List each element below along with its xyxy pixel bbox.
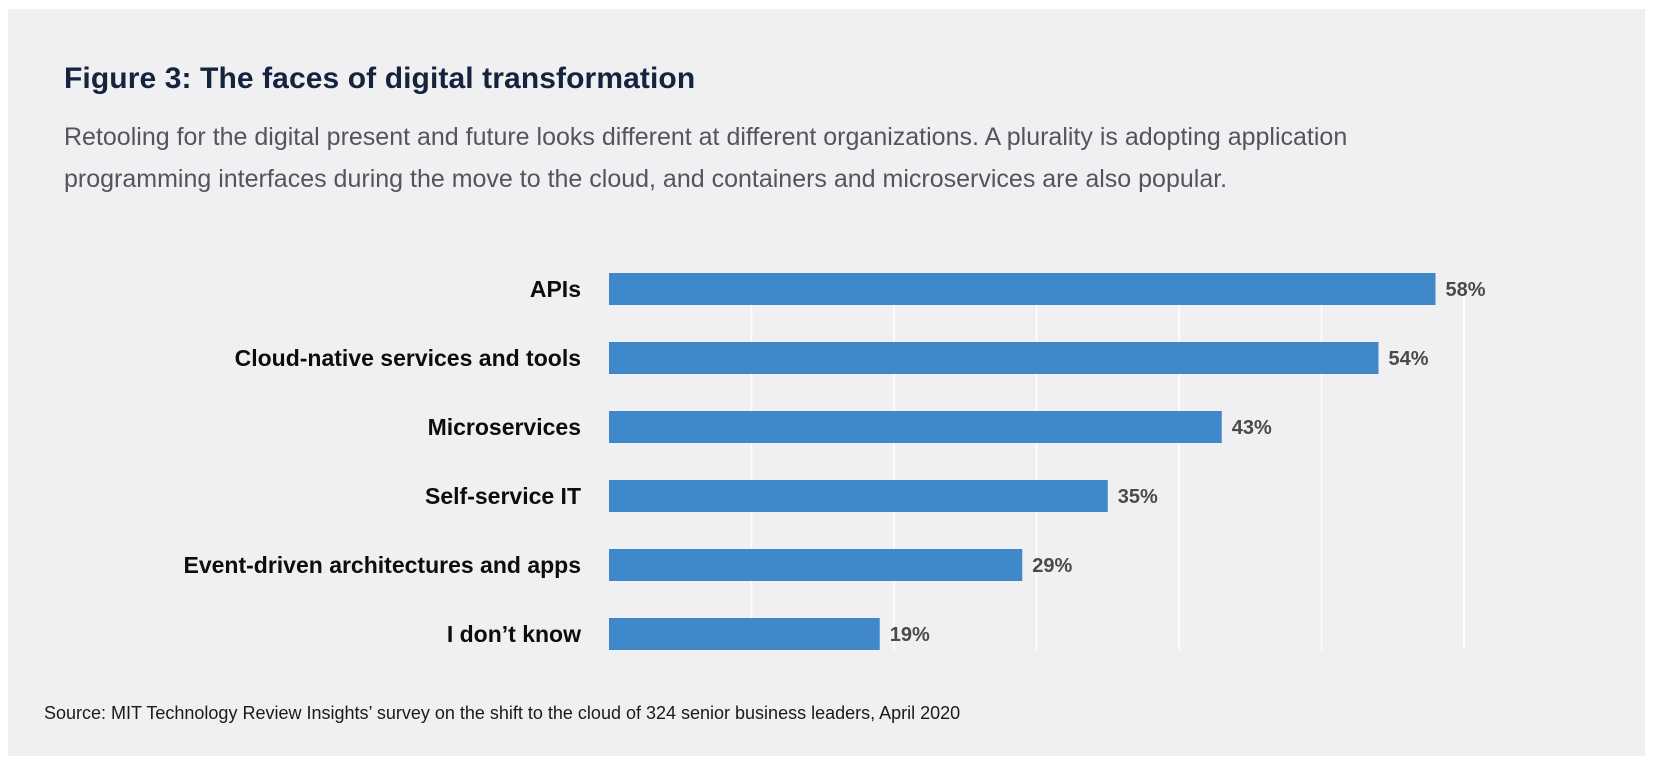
bar	[609, 273, 1436, 305]
category-label: Microservices	[428, 414, 581, 440]
bar	[609, 480, 1108, 512]
category-label: Cloud-native services and tools	[235, 345, 581, 371]
category-labels: APIs Cloud-native services and tools Micro…	[183, 276, 581, 647]
category-label: I don’t know	[447, 621, 581, 647]
category-label: Event-driven architectures and apps	[183, 552, 581, 578]
value-label: 54%	[1389, 348, 1429, 370]
source-note: Source: MIT Technology Review Insights’ …	[44, 703, 961, 723]
bar	[609, 618, 880, 650]
bar	[609, 549, 1023, 581]
value-label: 43%	[1232, 417, 1272, 439]
bar	[609, 342, 1379, 374]
category-label: Self-service IT	[425, 483, 581, 509]
value-labels: 58% 54% 43% 35% 29% 19%	[890, 279, 1486, 646]
figure-title: Figure 3: The faces of digital transform…	[64, 62, 696, 95]
value-label: 58%	[1446, 279, 1486, 301]
value-label: 19%	[890, 624, 930, 646]
bar	[609, 411, 1222, 443]
value-label: 29%	[1032, 555, 1072, 577]
bars	[609, 273, 1436, 650]
figure-subtitle: Retooling for the digital present and fu…	[64, 123, 1348, 193]
category-label: APIs	[530, 276, 581, 302]
value-label: 35%	[1118, 486, 1158, 508]
